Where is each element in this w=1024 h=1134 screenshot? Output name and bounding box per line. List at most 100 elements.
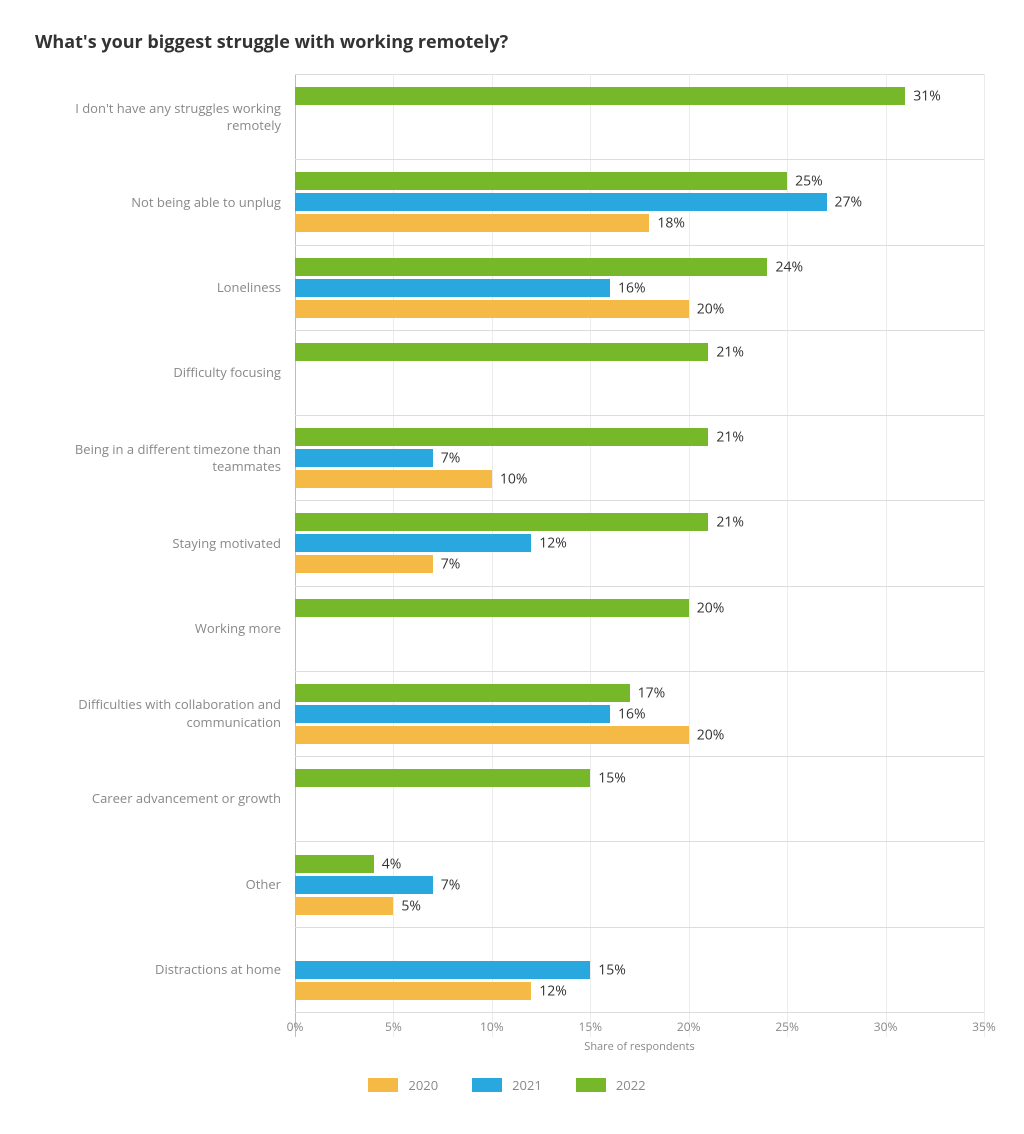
bar-2022: 21% — [295, 428, 708, 446]
bar-value-label: 7% — [441, 555, 461, 574]
bar-value-label: 21% — [716, 428, 744, 447]
plot-area: I don't have any struggles working remot… — [295, 74, 984, 1012]
bar-2022: 21% — [295, 343, 708, 361]
x-tick: 15% — [578, 1018, 602, 1035]
x-axis-title: Share of respondents — [295, 1039, 984, 1054]
bar-2022: 31% — [295, 87, 905, 105]
x-tick: 20% — [677, 1018, 701, 1035]
category-label: Difficulties with collaboration and comm… — [30, 672, 285, 756]
bar-value-label: 17% — [638, 683, 666, 702]
bar-group: 25% 27% 18% — [295, 160, 984, 244]
bar-2020: 10% — [295, 470, 492, 488]
bar-2022: 25% — [295, 172, 787, 190]
bar-2021: 15% — [295, 961, 590, 979]
bar-group: 31% — [295, 75, 984, 159]
bar-value-label: 21% — [716, 342, 744, 361]
bar-value-label: 16% — [618, 704, 646, 723]
bar-2021: 16% — [295, 705, 610, 723]
x-axis: 0%5%10%15%20%25%30%35% — [295, 1012, 984, 1037]
bar-2020: 18% — [295, 214, 649, 232]
gridline — [984, 74, 985, 1037]
bar-2021: 16% — [295, 279, 610, 297]
legend-item-2022: 2022 — [576, 1076, 646, 1094]
bar-value-label: 4% — [382, 854, 402, 873]
x-tick: 30% — [874, 1018, 898, 1035]
x-tick: 25% — [775, 1018, 799, 1035]
category-label: I don't have any struggles working remot… — [30, 75, 285, 159]
legend-label: 2020 — [408, 1076, 438, 1094]
category-row: Distractions at home15%12% — [295, 928, 984, 1013]
bar-2022: 21% — [295, 513, 708, 531]
legend-item-2021: 2021 — [472, 1076, 542, 1094]
category-row: Other4%7%5% — [295, 842, 984, 927]
bar-2020: 7% — [295, 555, 433, 573]
bar-value-label: 7% — [441, 449, 461, 468]
bar-2022: 24% — [295, 258, 767, 276]
category-row: Staying motivated21%12%7% — [295, 501, 984, 586]
bar-value-label: 16% — [618, 278, 646, 297]
bar-value-label: 12% — [539, 981, 567, 1000]
category-label: Being in a different timezone than teamm… — [30, 416, 285, 500]
x-tick: 35% — [972, 1018, 996, 1035]
category-row: Not being able to unplug25%27%18% — [295, 160, 984, 245]
category-label: Career advancement or growth — [30, 757, 285, 841]
bar-2021: 7% — [295, 876, 433, 894]
legend-item-2020: 2020 — [368, 1076, 438, 1094]
bar-value-label: 15% — [598, 960, 626, 979]
bar-value-label: 31% — [913, 87, 941, 106]
bar-2021: 27% — [295, 193, 827, 211]
chart: I don't have any struggles working remot… — [30, 74, 984, 1094]
x-tick: 5% — [385, 1018, 402, 1035]
category-row: Being in a different timezone than teamm… — [295, 416, 984, 501]
bar-value-label: 21% — [716, 513, 744, 532]
legend-swatch — [576, 1078, 606, 1092]
bar-2022: 17% — [295, 684, 630, 702]
bar-2020: 5% — [295, 897, 393, 915]
category-row: Difficulties with collaboration and comm… — [295, 672, 984, 757]
legend-label: 2021 — [512, 1076, 542, 1094]
bar-2022: 20% — [295, 599, 689, 617]
bar-group: 21% 7% 10% — [295, 416, 984, 500]
bar-value-label: 7% — [441, 875, 461, 894]
bar-value-label: 15% — [598, 769, 626, 788]
bar-group: 17% 16% 20% — [295, 672, 984, 756]
bar-2020: 20% — [295, 300, 689, 318]
bar-value-label: 27% — [835, 193, 863, 212]
bar-2020: 20% — [295, 726, 689, 744]
bar-2020: 12% — [295, 982, 531, 1000]
bar-group: 24% 16% 20% — [295, 246, 984, 330]
bar-value-label: 5% — [401, 896, 421, 915]
legend-swatch — [368, 1078, 398, 1092]
legend-swatch — [472, 1078, 502, 1092]
category-row: I don't have any struggles working remot… — [295, 75, 984, 160]
category-label: Not being able to unplug — [30, 160, 285, 244]
bar-value-label: 25% — [795, 172, 823, 191]
category-label: Staying motivated — [30, 501, 285, 585]
bar-value-label: 10% — [500, 470, 528, 489]
bar-2022: 4% — [295, 855, 374, 873]
bar-group: 15% — [295, 757, 984, 841]
x-tick: 0% — [287, 1018, 304, 1035]
bar-value-label: 20% — [697, 725, 725, 744]
category-label: Loneliness — [30, 246, 285, 330]
bar-value-label: 24% — [775, 257, 803, 276]
bar-value-label: 12% — [539, 534, 567, 553]
bar-value-label: 18% — [657, 214, 685, 233]
bar-group: 4% 7% 5% — [295, 842, 984, 926]
category-row: Working more20% — [295, 587, 984, 672]
bar-2021: 7% — [295, 449, 433, 467]
bar-value-label: 20% — [697, 299, 725, 318]
legend-label: 2022 — [616, 1076, 646, 1094]
category-label: Distractions at home — [30, 928, 285, 1012]
category-label: Difficulty focusing — [30, 331, 285, 415]
bar-value-label: 20% — [697, 598, 725, 617]
legend: 2020 2021 2022 — [30, 1076, 984, 1094]
bar-2021: 12% — [295, 534, 531, 552]
bar-group: 20% — [295, 587, 984, 671]
category-row: Difficulty focusing21% — [295, 331, 984, 416]
category-label: Other — [30, 842, 285, 926]
chart-title: What's your biggest struggle with workin… — [35, 30, 984, 54]
bar-2022: 15% — [295, 769, 590, 787]
category-label: Working more — [30, 587, 285, 671]
category-row: Loneliness24%16%20% — [295, 246, 984, 331]
